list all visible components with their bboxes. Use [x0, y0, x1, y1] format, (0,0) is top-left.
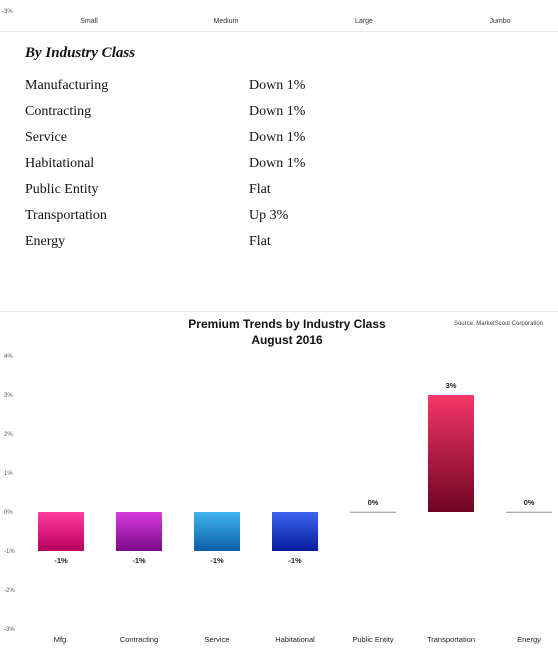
x-category-label: Small [80, 18, 98, 25]
industry-label: Service [25, 130, 67, 145]
trend-value: Down 1% [249, 104, 306, 119]
bar [350, 511, 396, 513]
data-label: 0% [368, 498, 379, 507]
trend-value: Down 1% [249, 156, 306, 171]
y-tick-label: 2% [4, 432, 13, 438]
industry-label: Public Entity [25, 182, 99, 197]
x-category-label: Large [355, 18, 373, 25]
trend-value: Flat [249, 234, 271, 249]
bar [428, 395, 474, 512]
trend-value: Up 3% [249, 208, 289, 223]
industry-label: Transportation [25, 208, 107, 223]
bar [116, 512, 162, 551]
y-tick-label: -3% [4, 627, 15, 633]
y-tick-label: -3% [2, 9, 13, 15]
industry-label: Manufacturing [25, 78, 109, 93]
data-label: 0% [524, 498, 535, 507]
data-label: -1% [132, 556, 146, 565]
section-divider [0, 311, 558, 312]
industry-label: Contracting [25, 104, 92, 119]
x-category-label: Energy [517, 635, 541, 644]
x-category-label: Habitational [275, 635, 315, 644]
x-axis: Mfg. Contracting Service Habitational Public… [54, 635, 541, 644]
data-label: 3% [446, 381, 457, 390]
x-category-label: Public Entity [352, 635, 394, 644]
chart-subtitle: August 2016 [251, 333, 323, 347]
trend-value: Down 1% [249, 130, 306, 145]
x-category-label: Contracting [120, 635, 158, 644]
premium-trends-chart: Premium Trends by Industry Class August … [4, 317, 552, 644]
industry-label: Habitational [25, 156, 95, 171]
chart-source-note: Source: MarketScout Corporation [454, 321, 543, 327]
previous-chart-axis-strip: -3% Small Medium Large Jumbo [0, 0, 558, 32]
y-tick-label: 3% [4, 393, 13, 399]
bar [38, 512, 84, 551]
y-tick-label: 4% [4, 354, 13, 360]
data-label: -1% [288, 556, 302, 565]
bar [506, 511, 552, 513]
x-category-label: Mfg. [54, 635, 69, 644]
y-tick-label: 0% [4, 510, 13, 516]
y-tick-label: -1% [4, 549, 15, 555]
y-tick-label: -2% [4, 588, 15, 594]
data-label: -1% [54, 556, 68, 565]
x-category-label: Service [204, 635, 229, 644]
data-label: -1% [210, 556, 224, 565]
bars: -1% -1% -1% -1% 0% 3% 0% [38, 381, 552, 565]
trend-value: Flat [249, 182, 271, 197]
bar [194, 512, 240, 551]
industry-label: Energy [25, 234, 66, 249]
bar [272, 512, 318, 551]
x-category-label: Transportation [427, 635, 475, 644]
section-title: By Industry Class [25, 45, 136, 61]
chart-title: Premium Trends by Industry Class [188, 317, 386, 331]
x-category-label: Medium [213, 18, 239, 25]
y-axis: 4% 3% 2% 1% 0% -1% -2% -3% [4, 354, 15, 633]
x-category-label: Jumbo [489, 18, 511, 25]
trend-value: Down 1% [249, 78, 306, 93]
y-tick-label: 1% [4, 471, 13, 477]
